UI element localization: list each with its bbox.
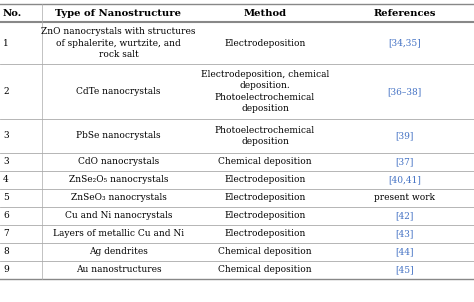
Text: Chemical deposition: Chemical deposition <box>218 265 312 275</box>
Text: [45]: [45] <box>395 265 414 275</box>
Text: References: References <box>373 8 436 18</box>
Text: [43]: [43] <box>395 230 414 239</box>
Text: Photoelectrochemical
deposition: Photoelectrochemical deposition <box>215 126 315 146</box>
Text: 3: 3 <box>3 131 9 140</box>
Text: 4: 4 <box>3 175 9 185</box>
Text: ZnSe₂O₅ nanocrystals: ZnSe₂O₅ nanocrystals <box>69 175 168 185</box>
Text: [34,35]: [34,35] <box>388 38 421 47</box>
Text: PbSe nanocrystals: PbSe nanocrystals <box>76 131 161 140</box>
Text: CdO nanocrystals: CdO nanocrystals <box>78 158 159 166</box>
Text: Layers of metallic Cu and Ni: Layers of metallic Cu and Ni <box>53 230 184 239</box>
Text: Chemical deposition: Chemical deposition <box>218 158 312 166</box>
Text: Method: Method <box>244 8 287 18</box>
Text: Electrodeposition: Electrodeposition <box>224 194 306 203</box>
Text: 3: 3 <box>3 158 9 166</box>
Text: Electrodeposition: Electrodeposition <box>224 175 306 185</box>
Text: 8: 8 <box>3 248 9 256</box>
Text: Au nanostructures: Au nanostructures <box>76 265 161 275</box>
Text: Electrodeposition: Electrodeposition <box>224 211 306 220</box>
Text: ZnSeO₃ nanocrystals: ZnSeO₃ nanocrystals <box>71 194 166 203</box>
Text: [40,41]: [40,41] <box>388 175 421 185</box>
Text: Type of Nanostructure: Type of Nanostructure <box>55 8 182 18</box>
Text: No.: No. <box>3 8 22 18</box>
Text: 9: 9 <box>3 265 9 275</box>
Text: 1: 1 <box>3 38 9 47</box>
Text: Electrodeposition: Electrodeposition <box>224 38 306 47</box>
Text: present work: present work <box>374 194 435 203</box>
Text: [42]: [42] <box>395 211 414 220</box>
Text: [36–38]: [36–38] <box>387 87 422 96</box>
Text: [44]: [44] <box>395 248 414 256</box>
Text: Chemical deposition: Chemical deposition <box>218 248 312 256</box>
Text: Ag dendrites: Ag dendrites <box>89 248 148 256</box>
Text: 7: 7 <box>3 230 9 239</box>
Text: Cu and Ni nanocrystals: Cu and Ni nanocrystals <box>65 211 172 220</box>
Text: [39]: [39] <box>395 131 414 140</box>
Text: [37]: [37] <box>395 158 414 166</box>
Text: Electrodeposition: Electrodeposition <box>224 230 306 239</box>
Text: 2: 2 <box>3 87 9 96</box>
Text: 6: 6 <box>3 211 9 220</box>
Text: 5: 5 <box>3 194 9 203</box>
Text: CdTe nanocrystals: CdTe nanocrystals <box>76 87 161 96</box>
Text: Electrodeposition, chemical
deposition.
Photoelectrochemical
deposition: Electrodeposition, chemical deposition. … <box>201 70 329 113</box>
Text: ZnO nanocrystals with structures
of sphalerite, wurtzite, and
rock salt: ZnO nanocrystals with structures of spha… <box>41 27 196 59</box>
